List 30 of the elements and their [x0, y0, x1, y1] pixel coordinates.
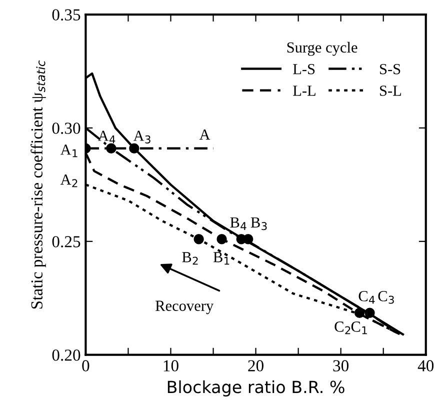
annotation: B$_{2}$ — [182, 252, 198, 265]
legend-title: Surge cycle — [287, 42, 358, 56]
annotation: A$_{4}$ — [98, 130, 116, 144]
annotation: A$_{2}$ — [60, 174, 78, 188]
x-tick-label: 30 — [333, 360, 349, 372]
annotation: C$_{4}$ — [358, 291, 375, 304]
annotation: A$_{1}$ — [60, 144, 78, 158]
x-tick-label: 0 — [82, 360, 90, 372]
y-tick-label: 0.20 — [52, 350, 80, 361]
annotation: B$_{3}$ — [250, 217, 267, 230]
legend-label: S-L — [380, 86, 401, 96]
x-tick-label: 10 — [164, 360, 178, 372]
annotation: Recovery — [156, 300, 214, 314]
legend-label: S-S — [380, 64, 400, 74]
annotation: A$_{3}$ — [133, 130, 150, 144]
annotation: C$_{3}$ — [378, 291, 394, 304]
x-axis-title: Blockage ratio B.R. % — [168, 380, 344, 396]
legend-label: L-L — [293, 86, 316, 96]
y-axis-title: Static pressure-rise coefficient ψ$_{static}$ — [30, 60, 46, 309]
legend-label: L-S — [293, 64, 315, 74]
annotation: C$_{1}$ — [351, 322, 367, 334]
x-tick-label: 20 — [248, 360, 264, 372]
annotation: C$_{2}$ — [334, 322, 350, 334]
annotation: B$_{1}$ — [213, 252, 230, 265]
x-tick-label: 40 — [418, 360, 434, 372]
y-tick-label: 0.30 — [52, 122, 80, 134]
y-tick-label: 0.35 — [52, 9, 80, 21]
y-tick-label: 0.25 — [52, 236, 80, 248]
annotation: A — [199, 129, 210, 140]
annotation: B$_{4}$ — [230, 217, 246, 230]
